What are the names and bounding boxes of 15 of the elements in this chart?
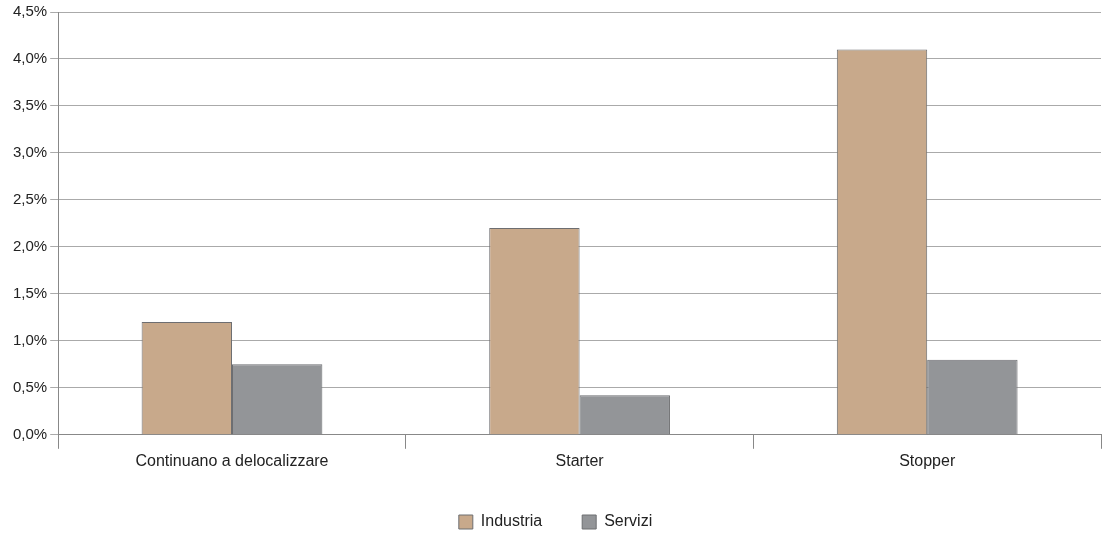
y-tick-label: 3,5%	[12, 96, 48, 114]
y-tick-label: 0,5%	[12, 377, 48, 395]
y-tick-label: 4,0%	[12, 49, 48, 67]
y-tick-label: 3,0%	[12, 143, 48, 161]
y-tick-label: 0,0%	[12, 424, 48, 442]
y-tick-label: 1,5%	[12, 284, 48, 302]
legend-label: Servizi	[604, 512, 653, 530]
x-tick-label: Stopper	[899, 451, 956, 469]
legend-label: Industria	[480, 512, 543, 530]
y-tick-label: 2,0%	[12, 237, 48, 255]
y-tick-label: 1,0%	[12, 330, 48, 348]
y-tick-label: 2,5%	[12, 190, 48, 208]
y-tick-label: 4,5%	[12, 2, 48, 20]
x-tick-label: Starter	[555, 451, 605, 469]
x-tick-label: Continuano a delocalizzare	[135, 451, 329, 469]
